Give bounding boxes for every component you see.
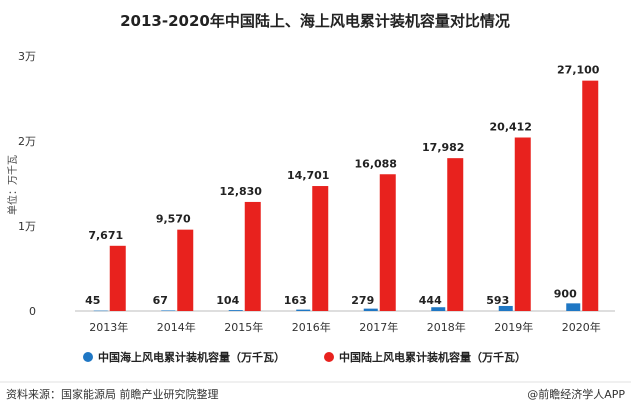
data-label-offshore: 67 — [153, 294, 168, 307]
bar-onshore — [514, 137, 531, 311]
y-tick-label: 2万 — [18, 135, 36, 148]
data-label-offshore: 593 — [486, 294, 509, 307]
bar-onshore — [447, 158, 464, 311]
data-label-offshore: 163 — [284, 294, 307, 307]
bar-offshore — [161, 310, 176, 311]
x-tick-label: 2013年 — [89, 320, 128, 334]
data-label-offshore: 104 — [216, 294, 239, 307]
x-tick-label: 2014年 — [157, 320, 196, 334]
bar-offshore — [93, 310, 108, 312]
x-tick-label: 2019年 — [494, 320, 533, 334]
bar-onshore — [109, 245, 126, 311]
legend-label-onshore: 中国陆上风电累计装机容量（万千瓦） — [339, 350, 526, 364]
y-tick-label: 1万 — [18, 220, 36, 233]
data-label-onshore: 9,570 — [156, 213, 191, 226]
bar-offshore — [296, 309, 311, 311]
x-tick-label: 2015年 — [224, 320, 263, 334]
x-tick-label: 2020年 — [562, 320, 601, 334]
y-tick-label: 0 — [29, 305, 36, 318]
bar-offshore — [498, 305, 513, 311]
source-text: 资料来源：国家能源局 前瞻产业研究院整理 — [6, 387, 219, 401]
brand-text: @前瞻经济学人APP — [527, 387, 625, 401]
bar-onshore — [312, 186, 329, 311]
x-tick-label: 2017年 — [359, 320, 398, 334]
legend: 中国海上风电累计装机容量（万千瓦） 中国陆上风电累计装机容量（万千瓦） — [83, 350, 526, 364]
data-label-onshore: 14,701 — [287, 169, 329, 182]
data-label-onshore: 17,982 — [422, 141, 464, 154]
data-label-onshore: 27,100 — [557, 64, 600, 77]
data-label-onshore: 7,671 — [88, 229, 123, 242]
data-label-offshore: 45 — [85, 294, 100, 307]
bars: 45 7,671 67 9,570 104 12,830 163 14,701 279 16,08… — [85, 64, 600, 312]
bar-onshore — [379, 174, 396, 311]
data-label-offshore: 279 — [351, 294, 374, 307]
bar-offshore — [228, 310, 243, 311]
y-axis-label: 单位：万千瓦 — [6, 155, 19, 215]
y-tick-label: 3万 — [18, 50, 36, 63]
legend-marker-onshore — [324, 352, 334, 362]
bar-onshore — [177, 229, 194, 311]
x-ticks: 2013年 2014年 2015年 2016年 2017年 2018年 2019年 2020年 — [89, 320, 601, 334]
bar-offshore — [431, 307, 446, 311]
bar-onshore — [244, 201, 261, 311]
legend-marker-offshore — [83, 352, 93, 362]
data-label-offshore: 444 — [419, 294, 442, 307]
bar-offshore — [363, 308, 378, 311]
bar-onshore — [582, 80, 599, 312]
data-label-onshore: 16,088 — [355, 157, 397, 170]
data-label-onshore: 20,412 — [490, 120, 532, 133]
chart-title: 2013-2020年中国陆上、海上风电累计装机容量对比情况 — [120, 12, 510, 30]
legend-label-offshore: 中国海上风电累计装机容量（万千瓦） — [98, 350, 285, 364]
data-label-offshore: 900 — [554, 287, 577, 300]
y-ticks: 0 1万 2万 3万 — [18, 50, 36, 318]
bar-offshore — [566, 303, 581, 311]
x-tick-label: 2016年 — [292, 320, 331, 334]
x-tick-label: 2018年 — [427, 320, 466, 334]
data-label-onshore: 12,830 — [220, 185, 263, 198]
